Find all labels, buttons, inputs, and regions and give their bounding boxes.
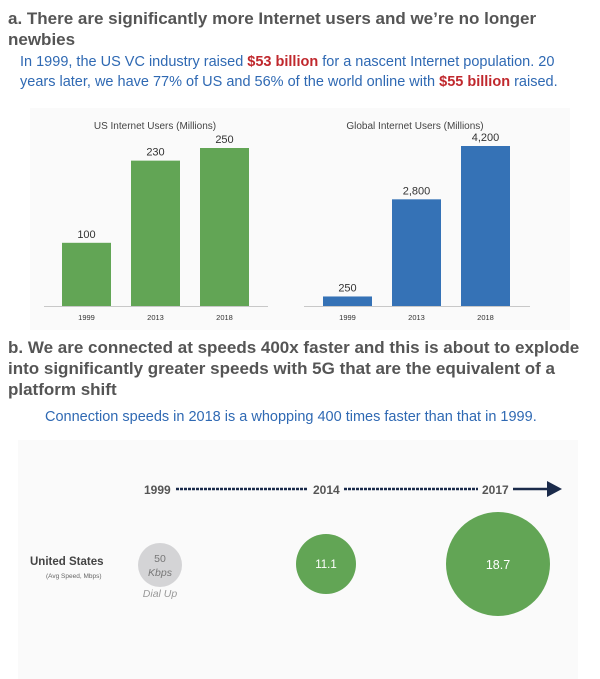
bar <box>131 160 180 306</box>
tick-label: 2018 <box>216 313 233 322</box>
bar <box>200 148 249 306</box>
bar <box>62 242 111 306</box>
speed-bubble-2017 <box>446 512 550 616</box>
chart-title: US Internet Users (Millions) <box>94 121 216 132</box>
data-label: 2,800 <box>403 185 431 197</box>
row-sublabel: (Avg Speed, Mbps) <box>46 573 102 580</box>
dial-up-label: Dial Up <box>143 588 178 600</box>
chart-title: Global Internet Users (Millions) <box>346 121 483 132</box>
speed-bubble-1999 <box>138 543 182 587</box>
section-a-heading: a. There are significantly more Internet… <box>8 9 537 49</box>
section-a-subtitle: In 1999, the US VC industry raised $53 b… <box>20 54 558 90</box>
speed-bubble-2014 <box>296 534 356 594</box>
vc-amount-1999: $53 billion <box>247 54 319 70</box>
timeline-year: 2014 <box>313 483 340 497</box>
tick-label: 1999 <box>78 313 95 322</box>
data-label: 250 <box>215 134 233 146</box>
bar <box>323 296 372 306</box>
speed-value-2014: 11.1 <box>315 559 337 571</box>
tick-label: 1999 <box>339 313 356 322</box>
timeline-year: 2017 <box>482 483 509 497</box>
tick-label: 2018 <box>477 313 494 322</box>
tick-label: 2013 <box>147 313 164 322</box>
tick-label: 2013 <box>408 313 425 322</box>
data-label: 250 <box>338 282 356 294</box>
vc-amount-2018: $55 billion <box>439 74 511 90</box>
arrow-right-icon <box>547 481 562 497</box>
users-charts: US Internet Users (Millions) 100 1999 230 20… <box>44 121 530 322</box>
bar <box>392 199 441 306</box>
section-b-subtitle: Connection speeds in 2018 is a whopping … <box>45 409 537 425</box>
speed-value-2017: 18.7 <box>486 558 510 572</box>
speed-value-1999: 50 <box>154 553 166 565</box>
row-label: United States <box>30 556 104 568</box>
timeline-year: 1999 <box>144 483 171 497</box>
data-label: 100 <box>77 229 95 241</box>
data-label: 230 <box>146 147 164 159</box>
bar <box>461 146 510 306</box>
section-b-heading: b. We are connected at speeds 400x faste… <box>8 338 580 399</box>
data-label: 4,200 <box>472 132 500 144</box>
speed-unit-1999: Kbps <box>148 567 173 579</box>
